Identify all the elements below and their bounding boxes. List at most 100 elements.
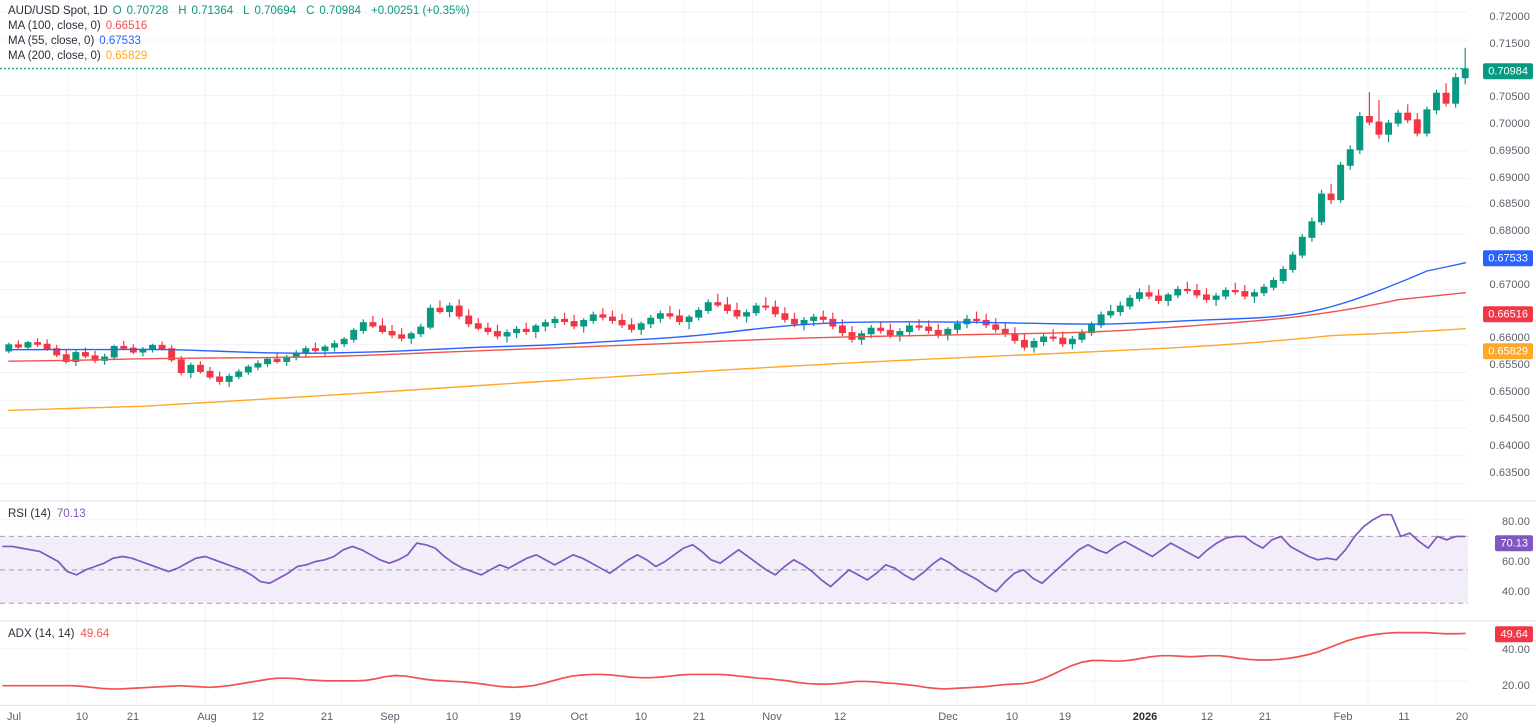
candle-body: [474, 323, 482, 329]
price-axis-tick: 0.68000: [1489, 225, 1530, 237]
chart-legend: AUD/USD Spot, 1D O 0.70728 H 0.71364 L 0.70694…: [8, 4, 474, 64]
time-axis-tick: 21: [692, 711, 706, 723]
candle-body: [561, 318, 568, 323]
ma200-price-tag[interactable]: 0.65829: [1483, 343, 1533, 359]
candle-body: [906, 325, 913, 333]
candle-body: [1327, 193, 1335, 201]
adx-value: 49.64: [80, 628, 110, 640]
candle-body: [1318, 193, 1325, 223]
time-axis-tick: 12: [251, 711, 265, 723]
candle-body: [24, 342, 32, 348]
ohlc-high: H 0.71364: [178, 5, 234, 17]
candle-body: [1116, 305, 1124, 313]
candle-body: [532, 325, 540, 333]
candle-body: [541, 322, 549, 327]
candle-body: [196, 364, 204, 372]
candle-body: [589, 314, 597, 321]
price-axis-tick: 0.63500: [1489, 467, 1530, 479]
time-axis-tick: 11: [1398, 711, 1410, 723]
candle-body: [340, 338, 348, 345]
candle-body: [599, 314, 607, 318]
price-axis[interactable]: 0.72000 0.71500 0.70500 0.70000 0.69500 0.690…: [1468, 0, 1536, 706]
time-axis-tick: 2026: [1132, 711, 1158, 723]
candle-body: [1442, 92, 1450, 104]
candle-body: [1365, 116, 1373, 123]
adx-label: ADX (14, 14): [8, 628, 75, 640]
candle-body: [503, 332, 511, 337]
candle-body: [848, 332, 856, 340]
price-axis-tick: 0.69000: [1489, 172, 1530, 184]
candle-body: [666, 313, 674, 317]
candle-body: [934, 329, 942, 336]
candle-body: [800, 319, 808, 325]
candle-body: [149, 344, 156, 350]
adx-legend[interactable]: ADX (14, 14) 49.64: [8, 628, 109, 640]
candle-body: [1212, 295, 1220, 300]
ma200-line: [8, 327, 1466, 412]
candle-body: [1183, 288, 1191, 292]
ma200-label: MA (200, close, 0): [8, 50, 101, 62]
candle-body: [925, 326, 933, 331]
candle-body: [1260, 286, 1268, 294]
candle-body: [426, 307, 434, 328]
adx-value-tag[interactable]: 49.64: [1495, 626, 1533, 642]
time-axis-tick: 10: [634, 711, 648, 723]
rsi-axis-tick: 60.00: [1501, 556, 1530, 568]
candle-body: [1174, 288, 1182, 296]
candle-body: [1203, 294, 1210, 300]
candle-body: [350, 329, 358, 340]
candle-body: [867, 327, 875, 335]
candle-body: [1001, 328, 1009, 335]
candle-body: [1126, 297, 1134, 307]
symbol-label: AUD/USD Spot, 1D: [8, 5, 108, 17]
candle-body: [522, 328, 530, 333]
candle-body: [1356, 116, 1364, 151]
candle-body: [896, 331, 904, 336]
candle-body: [417, 326, 425, 335]
candle-body: [331, 343, 339, 348]
candle-body: [1298, 236, 1306, 256]
legend-row-ma100[interactable]: MA (100, close, 0) 0.66516: [8, 19, 474, 34]
ma55-price-tag[interactable]: 0.67533: [1483, 250, 1533, 266]
candle-body: [628, 324, 636, 330]
adx-axis-tick: 40.00: [1501, 644, 1530, 656]
candle-body: [1289, 254, 1297, 270]
candle-body: [110, 345, 118, 358]
time-axis-tick: 21: [1258, 711, 1272, 723]
ma55-value: 0.67533: [99, 35, 141, 47]
candle-body: [1423, 109, 1431, 134]
rsi-value-tag[interactable]: 70.13: [1495, 535, 1533, 551]
rsi-legend[interactable]: RSI (14) 70.13: [8, 508, 86, 520]
candle-body: [513, 328, 521, 334]
candle-body: [206, 370, 214, 378]
legend-row-ma55[interactable]: MA (55, close, 0) 0.67533: [8, 34, 474, 49]
candle-body: [5, 344, 13, 352]
candle-body: [455, 305, 463, 317]
candle-body: [493, 331, 501, 337]
candle-body: [273, 358, 281, 362]
candle-body: [618, 319, 626, 326]
rsi-value: 70.13: [56, 508, 86, 520]
candle-body: [973, 318, 981, 322]
candle-body: [1145, 292, 1153, 297]
candle-body: [465, 315, 473, 325]
candle-body: [321, 346, 329, 351]
legend-row-ma200[interactable]: MA (200, close, 0) 0.65829: [8, 49, 474, 64]
adx-axis-tick: 20.00: [1501, 680, 1530, 692]
ma100-price-tag[interactable]: 0.66516: [1483, 306, 1533, 322]
candle-body: [1404, 112, 1412, 121]
time-axis[interactable]: Jul 10 21 Aug 12 21 Sep 10 19 Oct 10 21 Nov 12 Dec 10 19…: [0, 705, 1536, 728]
candle-body: [771, 306, 779, 315]
candle-body: [254, 363, 262, 368]
candle-body: [1088, 324, 1095, 334]
candle-body: [1193, 290, 1201, 296]
price-axis-tick: 0.65500: [1489, 359, 1530, 371]
time-axis-tick: Dec: [938, 711, 958, 723]
candle-body: [1097, 314, 1105, 326]
candle-body: [1241, 291, 1249, 297]
candle-body: [1270, 280, 1278, 288]
candle-body: [264, 358, 271, 365]
last-price-tag[interactable]: 0.70984: [1483, 63, 1533, 79]
legend-row-symbol[interactable]: AUD/USD Spot, 1D O 0.70728 H 0.71364 L 0.70694…: [8, 4, 474, 19]
